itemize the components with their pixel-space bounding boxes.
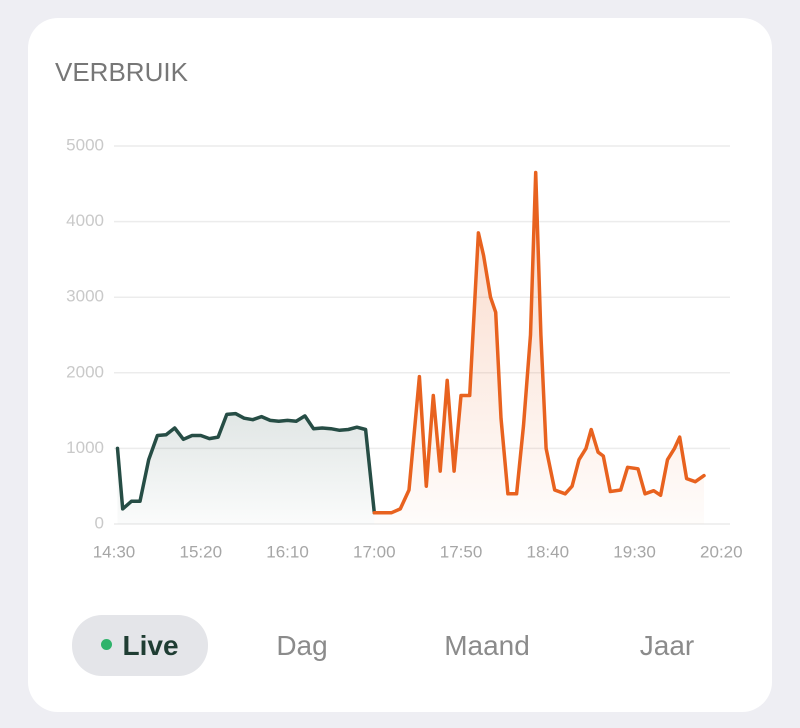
tab-bar: Live Dag Maand Jaar <box>72 615 732 676</box>
x-tick-label: 14:30 <box>93 542 136 561</box>
x-tick-label: 20:20 <box>700 542 743 561</box>
x-tick-label: 17:50 <box>440 542 483 561</box>
tab-label: Live <box>122 630 179 661</box>
area <box>374 172 704 524</box>
y-tick-label: 0 <box>95 513 104 532</box>
x-tick-label: 18:40 <box>527 542 570 561</box>
line <box>115 411 377 515</box>
tab-label: Maand <box>444 630 530 661</box>
x-tick-label: 19:30 <box>613 542 656 561</box>
tab-dag[interactable]: Dag <box>252 615 352 676</box>
y-tick-label: 1000 <box>66 438 104 457</box>
y-tick-label: 4000 <box>66 211 104 230</box>
tab-live[interactable]: Live <box>72 615 208 676</box>
chart-title: VERBRUIK <box>55 57 189 87</box>
y-tick-label: 5000 <box>66 135 104 154</box>
tab-jaar[interactable]: Jaar <box>617 615 717 676</box>
area <box>117 413 375 524</box>
x-tick-label: 16:10 <box>266 542 309 561</box>
x-tick-label: 15:20 <box>179 542 222 561</box>
y-tick-label: 3000 <box>66 287 104 306</box>
line <box>372 170 706 515</box>
y-tick-label: 2000 <box>66 362 104 381</box>
tab-maand[interactable]: Maand <box>422 615 552 676</box>
x-tick-label: 17:00 <box>353 542 396 561</box>
tab-label: Jaar <box>639 630 695 661</box>
card <box>28 18 772 712</box>
tab-label: Dag <box>276 630 328 661</box>
live-dot <box>101 639 113 651</box>
